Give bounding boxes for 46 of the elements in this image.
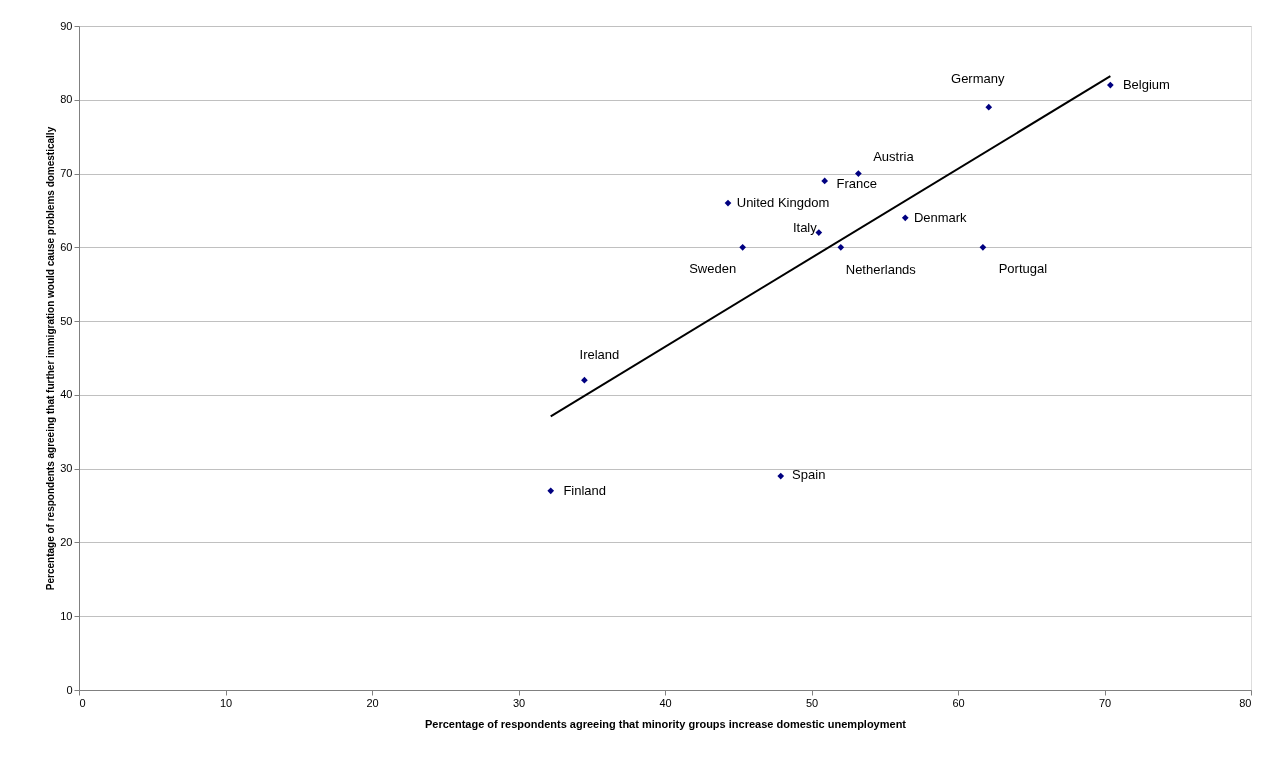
x-tick-label: 0 (79, 696, 86, 709)
x-tick-label: 30 (512, 696, 526, 709)
y-tick-label: 30 (60, 462, 73, 475)
x-tick-label: 10 (219, 696, 233, 709)
point (985, 103, 993, 111)
annotation: France (836, 175, 877, 191)
y-tick-label: 20 (60, 535, 73, 548)
y-tick-label: 70 (60, 167, 73, 180)
y-tick-label: 60 (60, 240, 73, 253)
point (581, 376, 588, 384)
x-axis-title: Percentage of respondents agreeing that minority groups increase domestic unemployment (424, 717, 907, 730)
y-tick-label: 50 (60, 314, 73, 327)
y-tick-label: 80 (60, 93, 73, 106)
point (547, 487, 555, 495)
point (739, 243, 746, 251)
y-axis-title: Percentage of respondents agreeing that further immigration would cause problems domestically (45, 126, 57, 591)
y-tick-label: 90 (60, 19, 73, 32)
point (777, 472, 785, 480)
point (837, 243, 845, 251)
x-tick-label: 50 (805, 696, 819, 709)
x-tick-label: 40 (659, 696, 672, 709)
annotation: Spain (792, 467, 826, 483)
annotation: Germany (951, 71, 1005, 87)
point (821, 177, 829, 185)
point (1107, 81, 1114, 89)
y-tick-label: 0 (66, 683, 73, 696)
annotation: Netherlands (845, 262, 917, 278)
annotation: Sweden (689, 261, 737, 277)
point (724, 199, 732, 207)
annotation: Denmark (913, 209, 968, 225)
x-tick-label: 80 (1239, 696, 1252, 709)
x-tick-label: 60 (952, 696, 965, 709)
annotation: Finland (563, 482, 607, 498)
point (855, 170, 862, 177)
x-tick-label: 20 (366, 696, 379, 709)
x-tick-label: 70 (1098, 696, 1112, 709)
point (979, 243, 987, 251)
y-tick-label: 10 (60, 609, 73, 622)
annotation: Austria (873, 148, 915, 164)
annotation: Italy (792, 219, 818, 235)
annotation: Portugal (998, 261, 1048, 277)
y-tick-label: 40 (60, 388, 73, 401)
annotation: Ireland (579, 347, 620, 363)
annotation: Belgium (1122, 77, 1170, 93)
point (901, 214, 909, 222)
annotation: United Kingdom (736, 195, 830, 211)
